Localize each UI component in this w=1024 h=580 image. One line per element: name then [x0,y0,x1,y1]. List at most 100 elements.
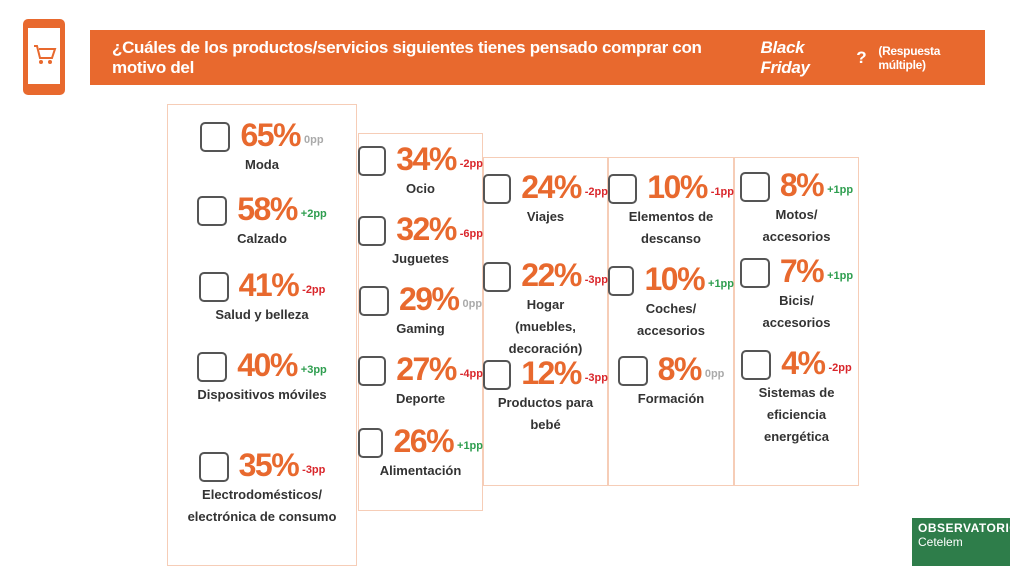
icon [198,272,229,302]
label: Calzado [237,231,287,246]
percentage: 29% [398,281,460,317]
percentage: 40% [237,347,298,383]
value-row: 65% 0pp [167,118,357,152]
column [358,133,483,511]
item: 65% 0pp Moda [167,118,357,176]
item: 26% +1pp Alimentación [358,424,483,482]
logo-name: OBSERVATORIO [918,521,1020,535]
change: -6pp [459,228,483,240]
change: 0pp [462,298,483,310]
item: 24% -2pp Viajes [483,170,608,228]
percentage: 27% [396,351,457,387]
percentage: 4% [781,345,826,381]
item: 7% +1pp Bicis/ accesorios [734,254,859,334]
label: Coches/ accesorios [637,301,705,338]
item: 34% -2pp Ocio [358,142,483,200]
item: 27% -4pp Deporte [358,352,483,410]
title: ¿Cuáles de los productos/servicios sigui… [112,37,702,77]
label: Elementos de descanso [628,209,714,246]
percentage: 12% [521,355,582,391]
icon [617,356,648,386]
percentage: 35% [238,447,300,483]
item: 41% -2pp Salud y belleza [167,268,357,326]
item: 10% +1pp Coches/ accesorios [608,262,734,342]
percentage: 58% [237,191,298,227]
item: 10% -1pp Elementos de descanso [608,170,734,250]
column [608,157,734,486]
change: +3pp [300,364,327,376]
value-row: 34% -2pp [358,142,483,176]
value-row: 24% -2pp [483,170,608,204]
percentage: 32% [396,211,457,247]
icon [200,122,231,152]
item: 29% 0pp Gaming [358,282,483,340]
change: -3pp [584,372,608,384]
label: Deporte [395,391,446,406]
percentage: 10% [644,261,705,297]
percentage: 65% [240,117,301,153]
icon [483,174,512,204]
percentage: 10% [647,169,708,205]
change: +2pp [300,208,327,220]
icon [739,172,770,202]
label: Bicis/ accesorios [762,293,831,330]
change: -1pp [710,186,734,198]
item: 58% +2pp Calzado [167,192,357,250]
change: -2pp [302,284,326,296]
percentage: 26% [393,423,454,459]
label: Motos/ accesorios [762,207,831,244]
item: 4% -2pp Sistemas de eficiencia energética [734,346,859,448]
label: Juguetes [391,251,450,266]
value-row: 29% 0pp [358,282,483,316]
icon [197,196,228,226]
title-emphasis: Black Friday [760,37,810,77]
change: -3pp [302,464,326,476]
value-row: 4% -2pp [734,346,859,380]
value-row: 10% +1pp [608,262,734,296]
value-row: 27% -4pp [358,352,483,386]
label: Moda [245,157,279,172]
label: Ocio [406,181,435,196]
item: 12% -3pp Productos para bebé [483,356,608,436]
item: 8% +1pp Motos/ accesorios [734,168,859,248]
percentage: 22% [521,257,582,293]
value-row: 35% -3pp [167,448,357,482]
icon [358,216,387,246]
icon [739,258,770,288]
item: 8% 0pp Formación [608,352,734,410]
value-row: 7% +1pp [734,254,859,288]
change: +1pp [827,270,854,282]
subtitle: (Respuesta múltiple) [878,43,941,72]
item: 35% -3pp Electrodomésticos/ electrónica de… [167,448,357,528]
value-row: 41% -2pp [167,268,357,302]
change: -3pp [584,274,608,286]
percentage: 34% [396,141,457,177]
change: +1pp [708,278,734,290]
icon [608,174,638,204]
icon [483,360,512,390]
icon [198,452,229,482]
item: 22% -3pp Hogar (muebles, decoración) [483,258,608,360]
title-bar: ¿Cuáles de los productos/servicios sigui… [90,30,985,85]
label: Gaming [396,321,445,336]
value-row: 40% +3pp [167,348,357,382]
icon [197,352,228,382]
icon [741,350,772,380]
label: Salud y belleza [215,307,309,322]
column [167,104,357,566]
label: Alimentación [379,463,462,478]
label: Formación [637,391,705,406]
percentage: 8% [779,167,825,203]
label: Viajes [526,209,565,224]
value-row: 8% +1pp [734,168,859,202]
item: 32% -6pp Juguetes [358,212,483,270]
icon [483,262,512,292]
column [734,157,859,486]
label: Productos para bebé [497,395,594,432]
percentage: 24% [521,169,582,205]
icon [358,286,389,316]
value-row: 32% -6pp [358,212,483,246]
label: Dispositivos móviles [197,387,327,402]
change: -2pp [828,362,852,374]
